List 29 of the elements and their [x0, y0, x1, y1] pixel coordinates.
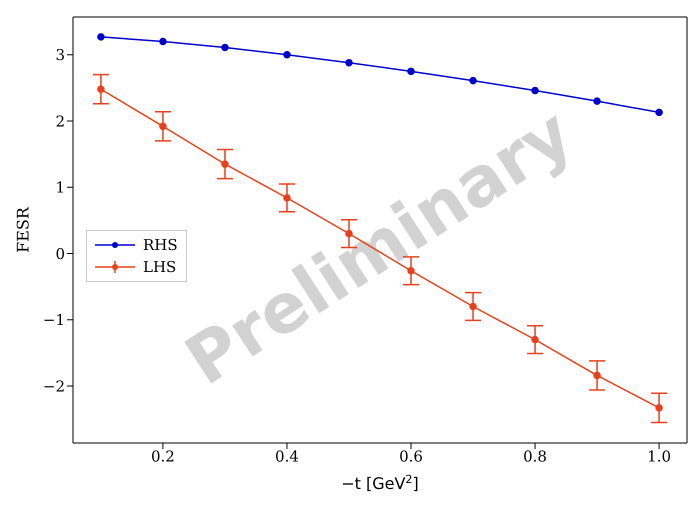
y-axis-title: FESR [14, 206, 33, 253]
y-tick-label: 0 [55, 244, 65, 263]
point [159, 122, 167, 130]
point [407, 68, 415, 76]
point [593, 372, 601, 380]
y-tick-label: 1 [55, 178, 65, 197]
point [221, 44, 229, 52]
point [531, 86, 539, 94]
y-tick-label: −1 [42, 311, 65, 330]
point [469, 76, 477, 84]
y-tick-label: 2 [55, 112, 65, 130]
x-tick-label: 0.6 [399, 448, 423, 466]
y-tick-label: 3 [55, 46, 65, 64]
y-tick-label: −2 [42, 377, 65, 396]
point [97, 33, 105, 41]
x-tick-label: 0.4 [275, 448, 299, 466]
point [593, 97, 601, 105]
legend-label: LHS [143, 257, 176, 278]
point [159, 38, 167, 46]
point [283, 51, 291, 59]
x-axis-title: −t [GeV$^{2}$] [341, 472, 419, 493]
point [655, 404, 663, 412]
point [97, 85, 105, 93]
x-tick-label: 0.8 [523, 448, 547, 466]
x-tick-label: 0.2 [151, 448, 175, 466]
point [345, 58, 353, 66]
x-tick-label: 1.0 [647, 448, 672, 466]
legend-label: RHS [143, 235, 178, 256]
point [655, 108, 663, 116]
